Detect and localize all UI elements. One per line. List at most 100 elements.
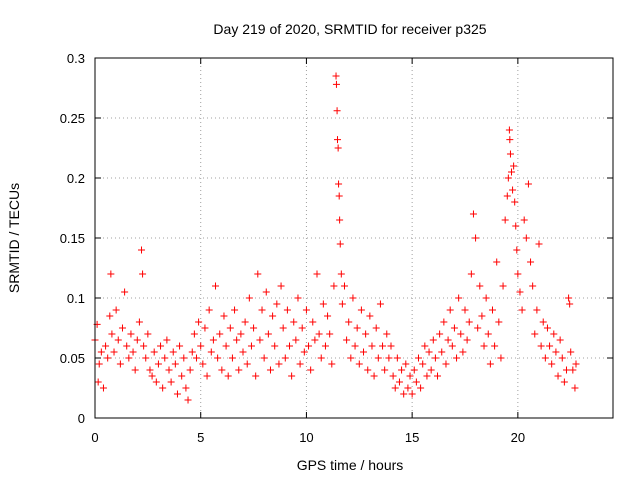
data-point: [499, 282, 507, 290]
data-point: [207, 348, 215, 356]
data-point: [518, 306, 526, 314]
data-point: [286, 342, 294, 350]
data-point: [539, 318, 547, 326]
data-point: [533, 306, 541, 314]
data-point: [336, 240, 344, 248]
y-tick-label: 0: [78, 411, 85, 426]
data-point: [379, 342, 387, 350]
data-point: [569, 366, 577, 374]
data-point: [332, 80, 340, 88]
data-point: [565, 294, 573, 302]
data-point: [150, 348, 158, 356]
y-tick-label: 0.3: [67, 51, 85, 66]
data-point: [438, 348, 446, 356]
data-point: [400, 390, 408, 398]
data-points: [91, 72, 580, 404]
data-point: [552, 348, 560, 356]
data-point: [171, 360, 179, 368]
data-point: [97, 348, 105, 356]
data-point: [271, 342, 279, 350]
data-point: [453, 354, 461, 362]
data-point: [370, 372, 378, 380]
data-point: [419, 360, 427, 368]
data-point: [368, 342, 376, 350]
x-tick-label: 10: [299, 430, 313, 445]
data-point: [260, 354, 268, 362]
data-point: [550, 330, 558, 338]
data-point: [387, 342, 395, 350]
data-point: [95, 360, 103, 368]
data-point: [112, 306, 120, 314]
data-point: [110, 348, 118, 356]
data-point: [531, 330, 539, 338]
data-point: [562, 366, 570, 374]
data-point: [364, 366, 372, 374]
data-point: [450, 324, 458, 332]
data-point: [313, 270, 321, 278]
data-point: [281, 354, 289, 362]
data-point: [541, 354, 549, 362]
data-point: [398, 366, 406, 374]
data-point: [298, 324, 306, 332]
data-point: [480, 342, 488, 350]
data-point: [509, 186, 517, 194]
data-point: [440, 318, 448, 326]
data-point: [254, 270, 262, 278]
data-point: [567, 348, 575, 356]
data-point: [209, 336, 217, 344]
data-point: [121, 288, 129, 296]
data-point: [131, 366, 139, 374]
data-point: [472, 234, 480, 242]
data-point: [383, 330, 391, 338]
data-point: [161, 354, 169, 362]
data-point: [307, 366, 315, 374]
data-point: [315, 330, 323, 338]
data-point: [474, 324, 482, 332]
data-point: [140, 342, 148, 350]
data-point: [190, 330, 198, 338]
data-point: [182, 384, 190, 392]
data-point: [157, 342, 165, 350]
data-point: [252, 372, 260, 380]
x-tick-label: 20: [511, 430, 525, 445]
data-point: [154, 360, 162, 368]
data-point: [389, 372, 397, 380]
data-point: [425, 348, 433, 356]
data-point: [250, 324, 258, 332]
data-point: [142, 354, 150, 362]
data-point: [535, 240, 543, 248]
data-point: [178, 372, 186, 380]
axis-ticks: 0 0.05 0.1 0.15 0.2 0.25 0.3 0 5 10 15 20: [60, 51, 613, 445]
data-point: [504, 174, 512, 182]
data-point: [180, 354, 188, 362]
data-point: [337, 270, 345, 278]
data-point: [201, 324, 209, 332]
data-point: [393, 354, 401, 362]
data-point: [226, 324, 234, 332]
data-point: [273, 300, 281, 308]
data-point: [328, 360, 336, 368]
data-point: [169, 348, 177, 356]
data-point: [294, 294, 302, 302]
data-point: [197, 342, 205, 350]
data-point: [233, 336, 241, 344]
data-point: [340, 282, 348, 290]
data-point: [116, 360, 124, 368]
data-point: [237, 330, 245, 338]
data-point: [482, 294, 490, 302]
data-point: [94, 378, 102, 386]
data-point: [571, 384, 579, 392]
data-point: [326, 330, 334, 338]
data-point: [334, 144, 342, 152]
data-point: [486, 360, 494, 368]
data-point: [353, 324, 361, 332]
data-point: [247, 342, 255, 350]
data-point: [222, 342, 230, 350]
data-point: [139, 270, 147, 278]
data-point: [467, 270, 475, 278]
data-point: [118, 324, 126, 332]
data-point: [501, 216, 509, 224]
data-point: [506, 136, 514, 144]
data-point: [108, 330, 116, 338]
data-point: [560, 378, 568, 386]
